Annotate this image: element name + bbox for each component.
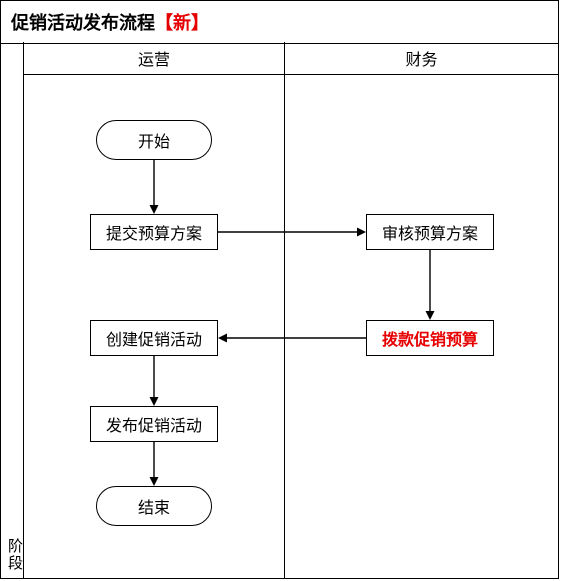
node-start-label: 开始 [138, 128, 170, 152]
node-submit: 提交预算方案 [90, 214, 218, 250]
edge-publish-end [148, 442, 160, 486]
node-start: 开始 [96, 120, 212, 160]
lane-body: 开始 提交预算方案 审核预算方案 拨款促销预算 创建促销活动 发布促销活动 结束 [24, 74, 558, 578]
node-create-label: 创建促销活动 [106, 326, 202, 350]
node-end-label: 结束 [138, 494, 170, 518]
node-create: 创建促销活动 [90, 320, 218, 356]
diagram-frame: 促销活动发布流程【新】 阶段 运营 财务 开始 提交预算方案 审核预算方案 拨款… [0, 0, 559, 579]
node-review-label: 审核预算方案 [382, 220, 478, 244]
title-tag: 【新】 [155, 13, 209, 33]
edge-fund-create [218, 332, 366, 344]
node-submit-label: 提交预算方案 [106, 220, 202, 244]
node-publish: 发布促销活动 [90, 406, 218, 442]
diagram-title: 促销活动发布流程【新】 [1, 1, 558, 44]
swimlane-container: 运营 财务 开始 提交预算方案 审核预算方案 拨款促销预算 创建促销活动 发布促… [23, 42, 558, 578]
node-publish-label: 发布促销活动 [106, 412, 202, 436]
edge-review-fund [424, 250, 436, 320]
edge-create-publish [148, 356, 160, 406]
title-text: 促销活动发布流程 [11, 13, 155, 33]
lane-header-left: 运营 [24, 42, 285, 74]
edge-start-submit [148, 160, 160, 214]
stage-label: 阶段 [4, 538, 25, 572]
node-fund-label: 拨款促销预算 [382, 326, 478, 350]
edge-submit-review [218, 226, 366, 238]
node-review: 审核预算方案 [366, 214, 494, 250]
lane-header: 运营 财务 [24, 42, 558, 75]
node-fund: 拨款促销预算 [366, 320, 494, 356]
node-end: 结束 [96, 486, 212, 526]
lane-divider [284, 74, 285, 578]
lane-header-right: 财务 [285, 42, 558, 74]
